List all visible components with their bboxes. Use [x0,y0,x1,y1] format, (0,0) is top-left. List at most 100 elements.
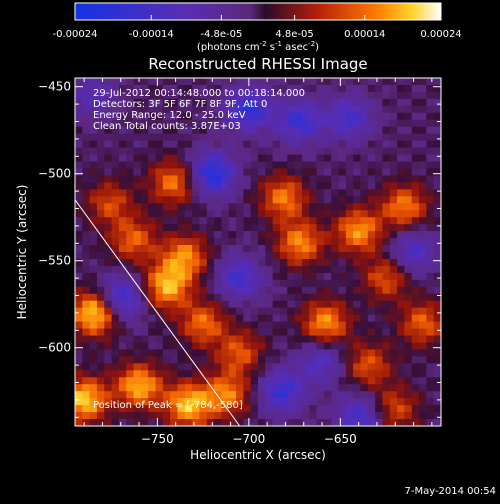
heatmap-cell [309,265,317,274]
heatmap-cell [294,384,303,392]
heatmap-cell [199,168,208,176]
heatmap-cell [294,84,303,93]
heatmap-cell [419,286,427,295]
heatmap-cell [367,126,376,135]
heatmap-cell [118,147,127,155]
heatmap-cell [82,314,91,322]
heatmap-cell [279,210,288,218]
heatmap-cell [345,328,354,336]
heatmap-cell [177,189,186,197]
heatmap-cell [360,78,369,86]
heatmap-cell [411,356,420,364]
heatmap-cell [309,286,317,295]
heatmap-cell [338,168,347,176]
heatmap-cell [155,98,164,107]
heatmap-cell [214,238,222,246]
heatmap-cell [75,126,83,135]
heatmap-cell [287,300,295,309]
heatmap-cell [301,265,310,274]
heatmap-cell [177,119,186,128]
heatmap-cell [345,279,354,288]
heatmap-cell [155,314,164,322]
heatmap-cell [82,224,91,232]
heatmap-cell [89,78,98,86]
heatmap-cell [258,391,266,399]
heatmap-cell [104,140,112,148]
heatmap-cell [228,258,237,267]
heatmap-cell [89,119,98,128]
heatmap-cell [162,286,171,295]
heatmap-cell [221,98,230,107]
heatmap-cell [170,196,178,204]
heatmap-cell [133,203,142,211]
heatmap-cell [243,293,252,302]
heatmap-cell [411,91,420,100]
heatmap-cell [96,286,105,295]
heatmap-cell [426,321,435,329]
heatmap-cell [272,252,281,260]
heatmap-cell [360,377,369,385]
heatmap-cell [250,419,259,426]
heatmap-cell [338,140,347,148]
heatmap-cell [338,314,347,322]
annotation-time: 29-Jul-2012 00:14:48.000 to 00:18:14.000 [93,88,305,99]
heatmap-cell [265,363,274,371]
heatmap-cell [214,300,222,309]
heatmap-cell [345,405,354,413]
heatmap-cell [82,307,91,316]
heatmap-cell [411,210,420,218]
heatmap-cell [184,133,193,142]
heatmap-cell [404,154,413,162]
heatmap-cell [294,314,303,322]
heatmap-cell [170,328,178,336]
heatmap-cell [309,314,317,322]
heatmap-cell [258,412,266,420]
heatmap-cell [214,286,222,295]
heatmap-cell [221,175,230,183]
heatmap-cell [162,398,171,406]
heatmap-cell [433,133,441,142]
heatmap-cell [301,405,310,413]
heatmap-cell [309,377,317,385]
heatmap-cell [118,300,127,309]
heatmap-cell [265,224,274,232]
heatmap-cell [177,391,186,399]
heatmap-cell [243,140,252,148]
heatmap-cell [397,370,405,378]
heatmap-cell [155,196,164,204]
heatmap-cell [433,384,441,392]
heatmap-cell [272,126,281,135]
heatmap-cell [243,126,252,135]
heatmap-cell [367,293,376,302]
heatmap-cell [258,217,266,225]
heatmap-cell [301,112,310,121]
heatmap-cell [206,370,215,378]
heatmap-cell [426,252,435,260]
heatmap-cell [155,356,164,364]
heatmap-cell [236,286,244,295]
heatmap-cell [214,405,222,413]
heatmap-cell [338,252,347,260]
heatmap-cell [360,119,369,128]
heatmap-cell [162,252,171,260]
heatmap-cell [199,203,208,211]
heatmap-cell [221,293,230,302]
heatmap-cell [250,78,259,86]
heatmap-cell [331,112,339,121]
heatmap-cell [389,286,398,295]
heatmap-cell [287,91,295,100]
heatmap-cell [221,363,230,371]
heatmap-cell [214,196,222,204]
heatmap-cell [192,265,200,274]
heatmap-cell [221,78,230,86]
heatmap-cell [162,405,171,413]
heatmap-cell [294,300,303,309]
heatmap-cell [126,300,134,309]
heatmap-cell [228,398,237,406]
heatmap-cell [382,189,391,197]
heatmap-cell [309,217,317,225]
annotation-energy: Energy Range: 12.0 - 25.0 keV [93,110,246,121]
heatmap-cell [118,210,127,218]
heatmap-cell [148,258,156,267]
heatmap-cell [75,321,83,329]
